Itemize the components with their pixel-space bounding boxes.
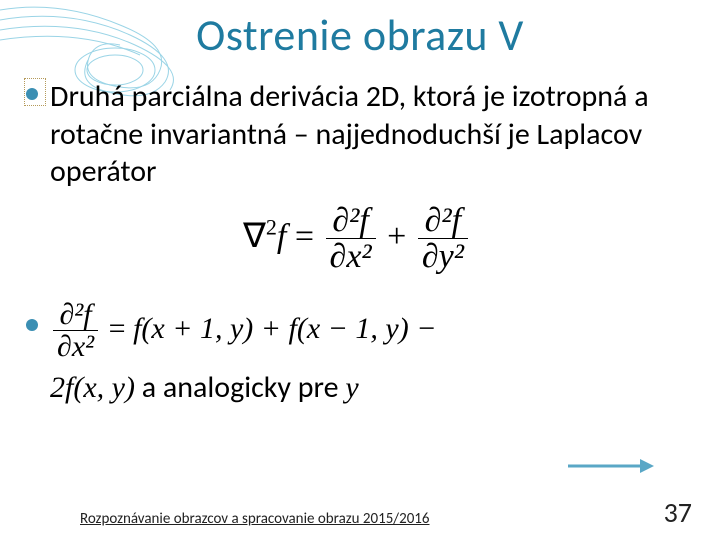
bullet-discrete-laplace: ∂²f ∂x² = f(x + 1, y) + f(x − 1, y) − 2f… (24, 299, 690, 407)
laplace-operator-formula: ∇2f = ∂²f ∂x² + ∂²f ∂y² (24, 203, 690, 275)
bullet-derivative-description: Druhá parciálna derivácia 2D, ktorá je i… (24, 78, 690, 191)
bullet-dot-icon (26, 319, 38, 331)
bullet1-text: Druhá parciálna derivácia 2D, ktorá je i… (50, 78, 649, 190)
page-number: 37 (664, 495, 692, 530)
arrow-right-icon (566, 456, 656, 476)
footer-text: Rozpoznávanie obrazcov a spracovanie obr… (80, 510, 430, 528)
slide-title: Ostrenie obrazu V (0, 8, 720, 62)
bullet-dot-icon (26, 88, 38, 100)
